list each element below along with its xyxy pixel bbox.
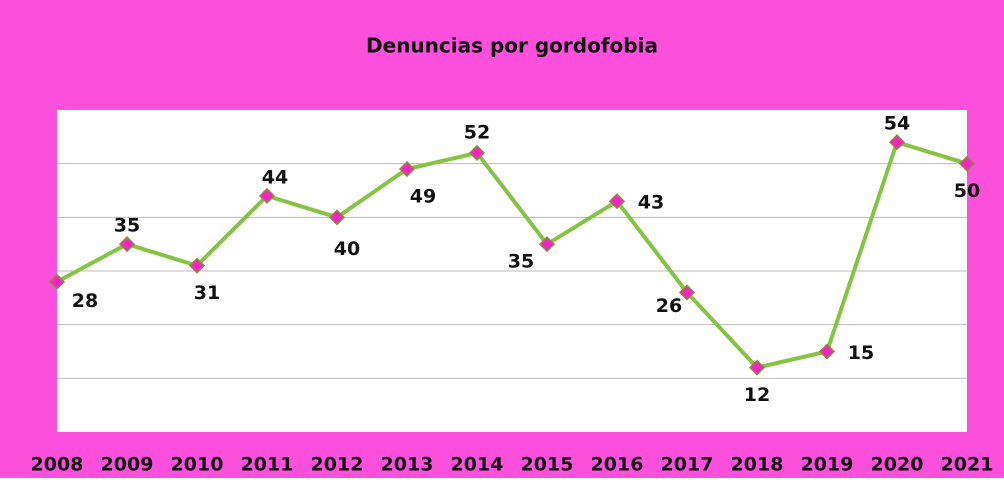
data-label: 31 [194, 282, 220, 304]
marker [328, 209, 346, 226]
data-label: 35 [114, 215, 140, 237]
data-label: 50 [954, 180, 980, 202]
marker [48, 273, 66, 290]
marker [468, 144, 486, 161]
x-tick-label: 2008 [31, 454, 84, 476]
x-tick-label: 2010 [171, 454, 224, 476]
x-tick-label: 2017 [661, 454, 714, 476]
marker [258, 187, 276, 204]
x-tick-label: 2009 [101, 454, 154, 476]
data-label: 26 [656, 295, 682, 317]
x-tick-label: 2018 [731, 454, 784, 476]
data-label: 52 [464, 121, 490, 143]
marker [608, 193, 626, 210]
x-tick-label: 2012 [311, 454, 364, 476]
marker [818, 343, 836, 360]
data-label: 44 [262, 166, 288, 188]
data-label: 40 [334, 238, 360, 260]
data-label: 35 [508, 251, 534, 273]
x-tick-label: 2014 [451, 454, 504, 476]
x-tick-label: 2013 [381, 454, 434, 476]
data-label: 49 [410, 186, 436, 208]
x-tick-label: 2021 [941, 454, 994, 476]
x-tick-label: 2015 [521, 454, 574, 476]
line [56, 140, 968, 370]
x-tick-label: 2011 [241, 454, 294, 476]
x-tick-label: 2016 [591, 454, 644, 476]
marker [188, 257, 206, 274]
data-label: 28 [72, 290, 98, 312]
marker [748, 359, 766, 376]
chart-title: Denuncias por gordofobia [366, 34, 658, 58]
data-label: 43 [638, 192, 664, 214]
x-tick-label: 2020 [871, 454, 924, 476]
data-label: 54 [884, 113, 910, 135]
marker [118, 236, 136, 253]
marker [888, 134, 906, 151]
marker [958, 155, 976, 172]
marker [678, 284, 696, 301]
data-label: 15 [848, 342, 874, 364]
x-tick-label: 2019 [801, 454, 854, 476]
marker [398, 160, 416, 178]
marker [538, 236, 556, 253]
data-label: 12 [744, 384, 770, 406]
